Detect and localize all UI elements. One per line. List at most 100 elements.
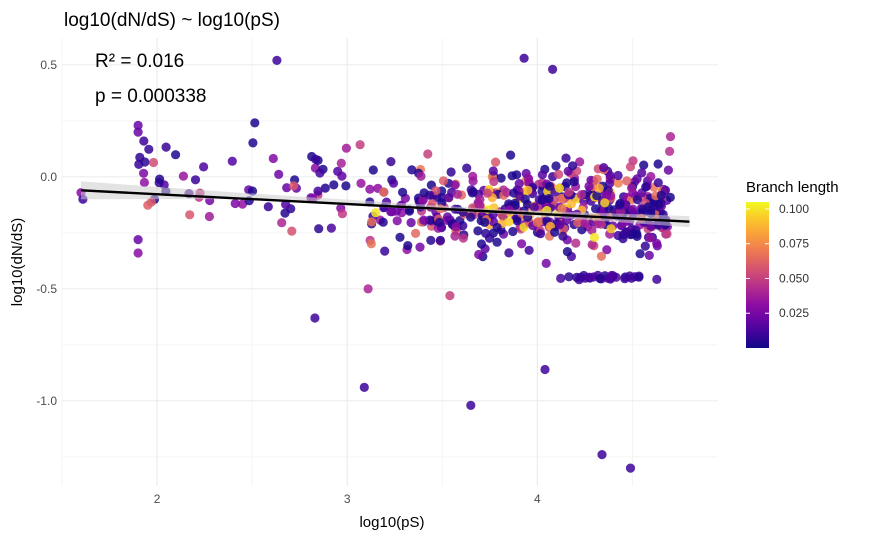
data-point [310,313,320,323]
data-point [638,204,648,214]
data-point [568,161,578,171]
data-point [458,233,468,243]
data-point [341,143,351,153]
data-point [277,218,287,228]
data-point [419,215,429,225]
data-point [622,176,632,186]
data-point [268,153,278,164]
fit-layer [80,181,690,228]
x-tick-label: 2 [154,492,161,506]
data-point [143,200,153,210]
data-point [641,182,651,192]
data-point [644,250,654,260]
data-point [387,207,397,217]
data-point [632,229,642,239]
data-point [311,154,321,164]
data-point [248,138,258,148]
data-point [595,273,605,284]
data-point [274,169,284,179]
data-point [363,284,373,294]
data-point [621,227,631,237]
data-point [263,202,273,212]
data-point [314,224,324,234]
legend-colorbar [746,202,769,348]
data-point [411,228,421,238]
data-point [398,187,408,197]
data-point [434,217,445,227]
x-tick-label: 3 [344,492,351,506]
data-point [665,192,675,202]
data-point [407,165,417,175]
points-layer [76,53,676,473]
data-point [591,204,601,214]
legend-title: Branch length [746,179,839,196]
data-point [484,233,495,243]
data-point [556,193,566,204]
data-point [580,218,590,228]
data-point [315,168,325,178]
data-point [386,157,396,167]
data-point [592,191,602,201]
x-tick-label: 4 [534,492,541,506]
data-point [653,178,663,188]
p-value-annotation: p = 0.000338 [95,86,206,107]
data-point [144,144,154,154]
legend-tick-label: 0.025 [779,306,809,320]
data-point [444,193,454,203]
data-point [468,171,478,181]
data-point [558,231,568,241]
data-point [576,190,587,200]
data-point [607,270,617,281]
data-point [625,271,635,281]
data-point [625,463,636,473]
data-point [133,127,143,137]
data-point [337,171,347,181]
data-point [555,220,565,230]
data-point [635,249,645,259]
data-point [602,245,612,255]
data-point [489,176,499,187]
data-point [507,171,517,181]
data-point [665,146,675,156]
data-point [663,165,674,175]
data-point [452,189,462,199]
data-point [613,170,623,181]
data-point [336,158,346,168]
legend-tick-label: 0.050 [779,271,809,285]
data-point [185,210,195,220]
x-axis-label: log10(pS) [359,514,424,531]
data-point [561,153,571,163]
data-point [367,217,377,227]
data-point [599,163,609,173]
data-point [537,170,548,180]
data-point [467,188,477,198]
data-point [654,199,664,210]
regression-line [80,189,690,223]
data-point [625,162,636,172]
data-point [584,181,594,191]
data-point [380,246,390,256]
data-point [139,136,149,146]
chart-title: log10(dN/dS) ~ log10(pS) [64,10,280,31]
data-point [554,183,565,193]
data-point [366,239,376,249]
data-point [337,209,347,219]
data-point [550,227,560,237]
data-point [154,178,164,188]
data-point [359,382,369,392]
data-point [426,235,436,245]
data-point [148,157,159,168]
data-point [423,149,433,159]
legend-tick-label: 0.100 [779,202,809,216]
y-tick-label: 0.5 [40,58,57,72]
data-point [575,157,585,167]
data-point [569,177,579,187]
data-point [416,171,426,181]
axes: 2 3 4 0.5 0.0 -0.5 -1.0 [36,58,541,506]
data-point [320,183,330,193]
data-point [587,225,597,235]
data-point [480,217,490,227]
data-point [593,219,603,229]
data-point [329,180,339,190]
